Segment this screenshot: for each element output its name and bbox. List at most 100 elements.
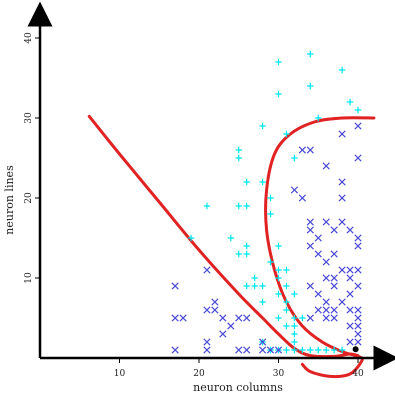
data-points <box>171 50 362 354</box>
x-point <box>227 322 235 330</box>
x-point <box>338 194 346 202</box>
x-point <box>258 346 267 354</box>
plus-point <box>283 322 290 330</box>
x-point <box>354 242 362 250</box>
plus-point <box>227 234 234 242</box>
x-point <box>354 322 362 330</box>
x-point <box>211 306 219 314</box>
plus-point <box>275 58 282 66</box>
x-point <box>314 290 322 298</box>
plus-point <box>338 346 346 354</box>
plus-point <box>275 90 282 98</box>
x-point <box>314 250 322 258</box>
x-point <box>298 194 306 202</box>
plus-point <box>330 346 338 354</box>
plus-point <box>251 282 258 290</box>
plus-point <box>307 82 314 90</box>
x-point <box>338 178 346 186</box>
x-point <box>211 298 219 306</box>
x-point <box>179 314 187 322</box>
x-point <box>322 258 330 266</box>
plus-point <box>235 202 242 210</box>
plus-point <box>291 154 298 162</box>
plus-point <box>291 338 298 346</box>
x-point <box>235 314 243 322</box>
x-point <box>354 338 362 346</box>
x-point <box>354 306 362 314</box>
x-point <box>322 314 330 322</box>
x-point <box>306 242 314 250</box>
x-point <box>346 274 354 282</box>
x-point <box>306 282 314 290</box>
x-point <box>354 330 362 338</box>
plus-point <box>323 346 330 354</box>
x-point <box>306 218 314 226</box>
plus-point <box>283 346 290 354</box>
plus-point <box>346 98 354 106</box>
x-point <box>203 346 211 354</box>
plus-point <box>259 282 266 290</box>
x-point <box>290 186 299 194</box>
plus-point <box>299 346 306 354</box>
x-point <box>354 234 362 242</box>
x-point <box>219 330 227 338</box>
y-tick-label: 40 <box>24 32 34 44</box>
decision-boundaries <box>87 114 376 379</box>
x-point <box>258 338 267 346</box>
plus-point <box>235 146 242 154</box>
x-point <box>330 226 338 234</box>
ticks: 10 20 30 40 10 20 30 40 <box>24 32 364 379</box>
y-tick-label: 10 <box>24 272 34 284</box>
y-tick-label: 20 <box>24 192 34 204</box>
x-point <box>338 266 346 274</box>
plus-point <box>275 266 282 274</box>
x-point <box>243 314 251 322</box>
x-point <box>322 298 330 306</box>
x-point <box>338 130 346 138</box>
x-point <box>306 146 314 154</box>
plus-point <box>283 282 290 290</box>
x-point <box>338 218 346 226</box>
x-point <box>203 306 211 314</box>
plus-point <box>275 290 282 298</box>
x-point <box>306 314 314 322</box>
x-point <box>346 338 354 346</box>
axes <box>27 1 395 371</box>
plus-point <box>187 234 195 242</box>
x-point <box>354 122 362 130</box>
plus-point <box>243 250 250 258</box>
plus-point <box>275 242 282 250</box>
y-tick-label: 30 <box>24 112 34 124</box>
x-point <box>314 306 322 314</box>
x-point <box>346 226 354 234</box>
plus-point <box>259 298 266 306</box>
plus-point <box>291 290 298 298</box>
x-point <box>322 162 330 170</box>
x-point <box>346 266 354 274</box>
x-point <box>203 338 211 346</box>
plus-point <box>291 330 298 338</box>
plus-point <box>235 250 242 258</box>
x-point <box>171 346 179 354</box>
x-point <box>322 274 330 282</box>
x-tick-label: 40 <box>352 369 364 379</box>
plus-point <box>243 282 250 290</box>
plus-point <box>299 314 306 322</box>
plus-point <box>354 106 362 114</box>
x-point <box>330 282 338 290</box>
plus-point <box>338 66 346 74</box>
plus-point <box>315 346 322 354</box>
plus-point <box>275 314 282 322</box>
x-point <box>314 234 322 242</box>
plus-point <box>259 178 266 186</box>
x-point <box>330 250 338 258</box>
x-point <box>338 298 346 306</box>
plus-point <box>291 346 298 354</box>
x-point <box>219 314 227 322</box>
plus-point <box>203 202 211 210</box>
x-point <box>266 346 275 354</box>
plus-point <box>315 114 322 122</box>
x-point <box>330 306 338 314</box>
plus-point <box>275 274 282 282</box>
